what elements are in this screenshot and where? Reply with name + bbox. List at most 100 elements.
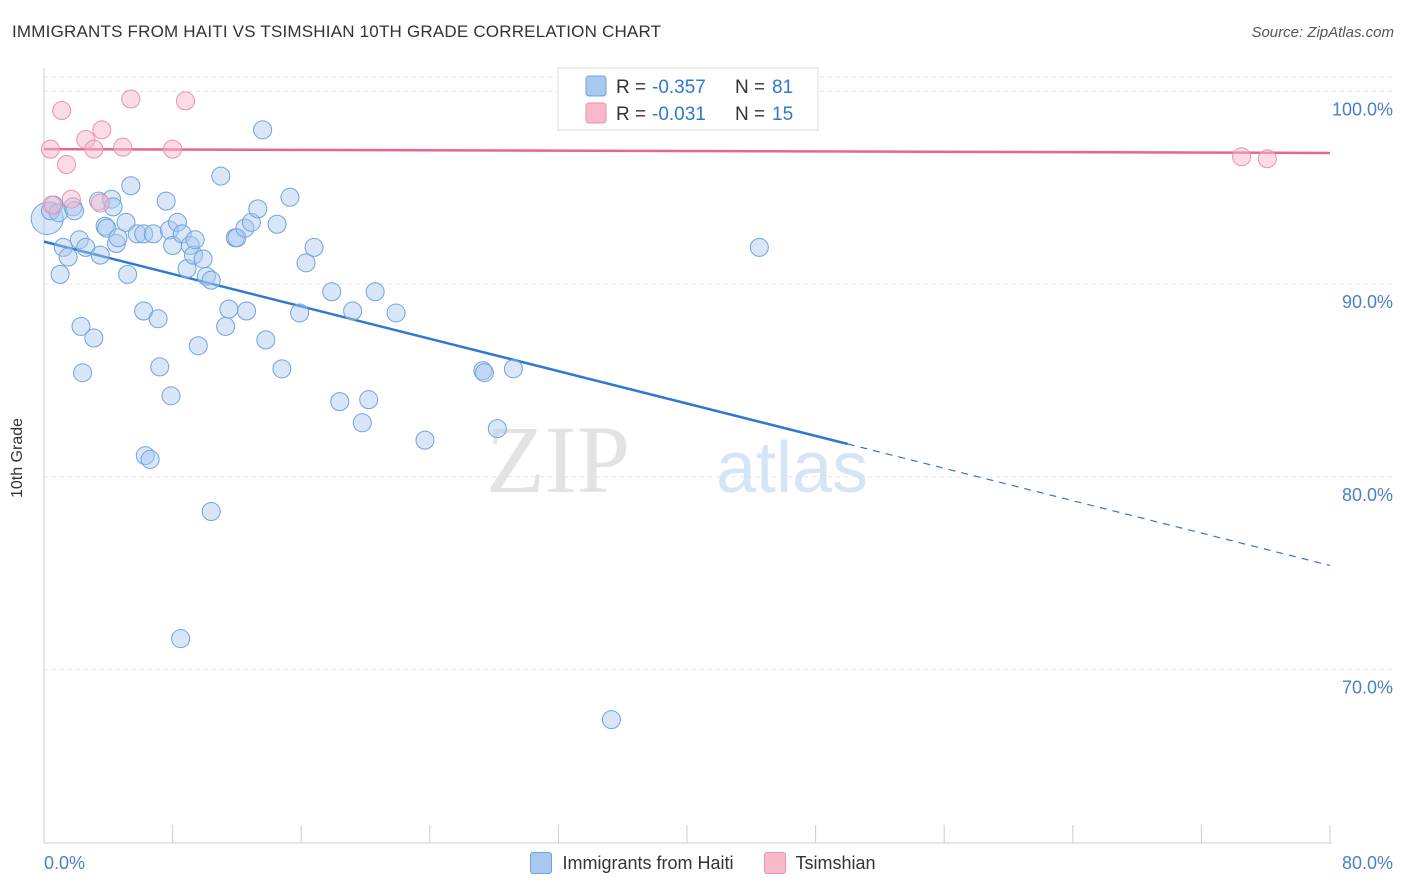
legend-item-tsimshian: Tsimshian — [763, 852, 876, 874]
watermark-zip: ZIP — [486, 406, 630, 513]
data-point-haiti — [601, 710, 621, 730]
legend-n-value: 81 — [772, 77, 793, 98]
legend-r-value: -0.357 — [652, 77, 706, 98]
stats-legend: R = -0.357 N = 81 R = -0.031 N = 15 — [557, 67, 819, 131]
data-point-tsimshian — [1232, 147, 1252, 167]
data-point-tsimshian — [175, 91, 195, 111]
legend-swatch-tsimshian — [763, 852, 786, 874]
data-point-tsimshian — [113, 137, 133, 157]
data-point-haiti — [201, 270, 221, 290]
trendline-haiti-extension — [847, 443, 1331, 567]
legend-item-haiti: Immigrants from Haiti — [530, 852, 734, 874]
tick-labels: 70.0% 80.0% 90.0% 100.0% 0.0% 80.0% — [44, 99, 1393, 873]
data-point-haiti — [73, 363, 93, 383]
data-point-haiti — [53, 237, 73, 257]
bottom-legend: Immigrants from Haiti Tsimshian — [0, 852, 1406, 874]
chart-title: IMMIGRANTS FROM HAITI VS TSIMSHIAN 10TH … — [12, 22, 662, 41]
data-point-haiti — [134, 224, 154, 244]
data-point-haiti — [290, 303, 310, 323]
data-point-haiti — [201, 501, 221, 521]
source-label: Source: ZipAtlas.com — [1251, 24, 1394, 41]
data-point-haiti — [193, 249, 213, 269]
data-point-haiti — [386, 303, 406, 323]
data-point-haiti — [415, 430, 435, 450]
data-point-haiti — [330, 392, 350, 412]
legend-n-value: 15 — [772, 104, 793, 125]
data-point-haiti — [50, 264, 70, 284]
legend-r-value: -0.031 — [652, 104, 706, 125]
legend-r-label: R = — [616, 77, 646, 98]
legend-swatch-haiti — [530, 852, 553, 874]
legend-swatch — [585, 75, 607, 97]
data-point-tsimshian — [40, 139, 60, 159]
data-point-haiti — [256, 330, 276, 350]
data-point-haiti — [71, 316, 91, 336]
data-point-tsimshian — [57, 155, 77, 175]
y-tick-label: 100.0% — [1332, 99, 1393, 119]
data-point-tsimshian — [163, 139, 183, 159]
data-point-haiti — [343, 301, 363, 321]
data-point-haiti — [143, 224, 163, 244]
data-point-haiti — [188, 336, 208, 356]
legend-n-label: N = — [735, 77, 765, 98]
data-point-haiti — [503, 359, 523, 379]
legend-label-tsimshian: Tsimshian — [795, 852, 876, 873]
data-point-haiti — [161, 386, 181, 406]
data-point-haiti — [227, 228, 247, 248]
data-point-haiti — [84, 328, 104, 348]
data-point-tsimshian — [42, 195, 62, 215]
data-point-haiti — [272, 359, 292, 379]
data-point-haiti — [171, 629, 191, 649]
y-tick-label: 90.0% — [1342, 292, 1393, 312]
data-points — [30, 81, 1277, 730]
data-point-haiti — [365, 282, 385, 302]
data-point-tsimshian — [121, 89, 141, 109]
data-point-haiti — [118, 264, 138, 284]
data-point-haiti — [322, 282, 342, 302]
legend-label-haiti: Immigrants from Haiti — [562, 852, 734, 873]
legend-r-label: R = — [616, 104, 646, 125]
trendline-tsimshian — [43, 147, 1331, 155]
data-point-haiti — [69, 230, 89, 250]
y-tick-label: 80.0% — [1342, 485, 1393, 505]
data-point-haiti — [159, 220, 179, 240]
data-point-haiti — [148, 309, 168, 329]
watermark: ZIP atlas — [486, 406, 868, 513]
y-tick-label: 70.0% — [1342, 678, 1393, 698]
data-point-haiti — [127, 224, 147, 244]
data-point-haiti — [172, 224, 192, 244]
gridlines — [44, 76, 1392, 671]
data-point-haiti — [150, 357, 170, 377]
data-point-haiti — [90, 245, 110, 265]
data-point-haiti — [474, 363, 494, 383]
x-tick-label-max: 80.0% — [1342, 853, 1393, 873]
data-point-haiti — [116, 212, 136, 232]
x-tick-label-min: 0.0% — [44, 853, 85, 873]
trendline-haiti — [43, 240, 849, 446]
data-point-haiti — [140, 449, 160, 469]
data-point-tsimshian — [90, 193, 110, 213]
data-point-tsimshian — [1257, 149, 1277, 169]
data-point-haiti — [156, 191, 176, 211]
data-point-haiti — [167, 212, 187, 232]
data-point-haiti — [237, 301, 257, 321]
data-point-haiti — [749, 237, 769, 257]
data-point-haiti — [185, 230, 205, 250]
watermark-atlas: atlas — [716, 428, 868, 508]
legend-swatch — [585, 102, 607, 124]
data-point-haiti — [267, 214, 287, 234]
data-point-haiti — [487, 419, 507, 439]
data-point-haiti — [108, 228, 128, 248]
data-point-tsimshian — [52, 101, 72, 121]
trendlines — [43, 147, 1331, 567]
data-point-haiti — [304, 237, 324, 257]
data-point-haiti — [280, 187, 300, 207]
data-point-haiti — [58, 247, 78, 267]
data-point-haiti — [211, 166, 231, 186]
data-point-haiti — [296, 253, 316, 273]
data-point-tsimshian — [92, 120, 112, 140]
data-point-tsimshian — [84, 139, 104, 159]
data-point-haiti — [121, 176, 141, 196]
data-point-haiti — [352, 413, 372, 433]
